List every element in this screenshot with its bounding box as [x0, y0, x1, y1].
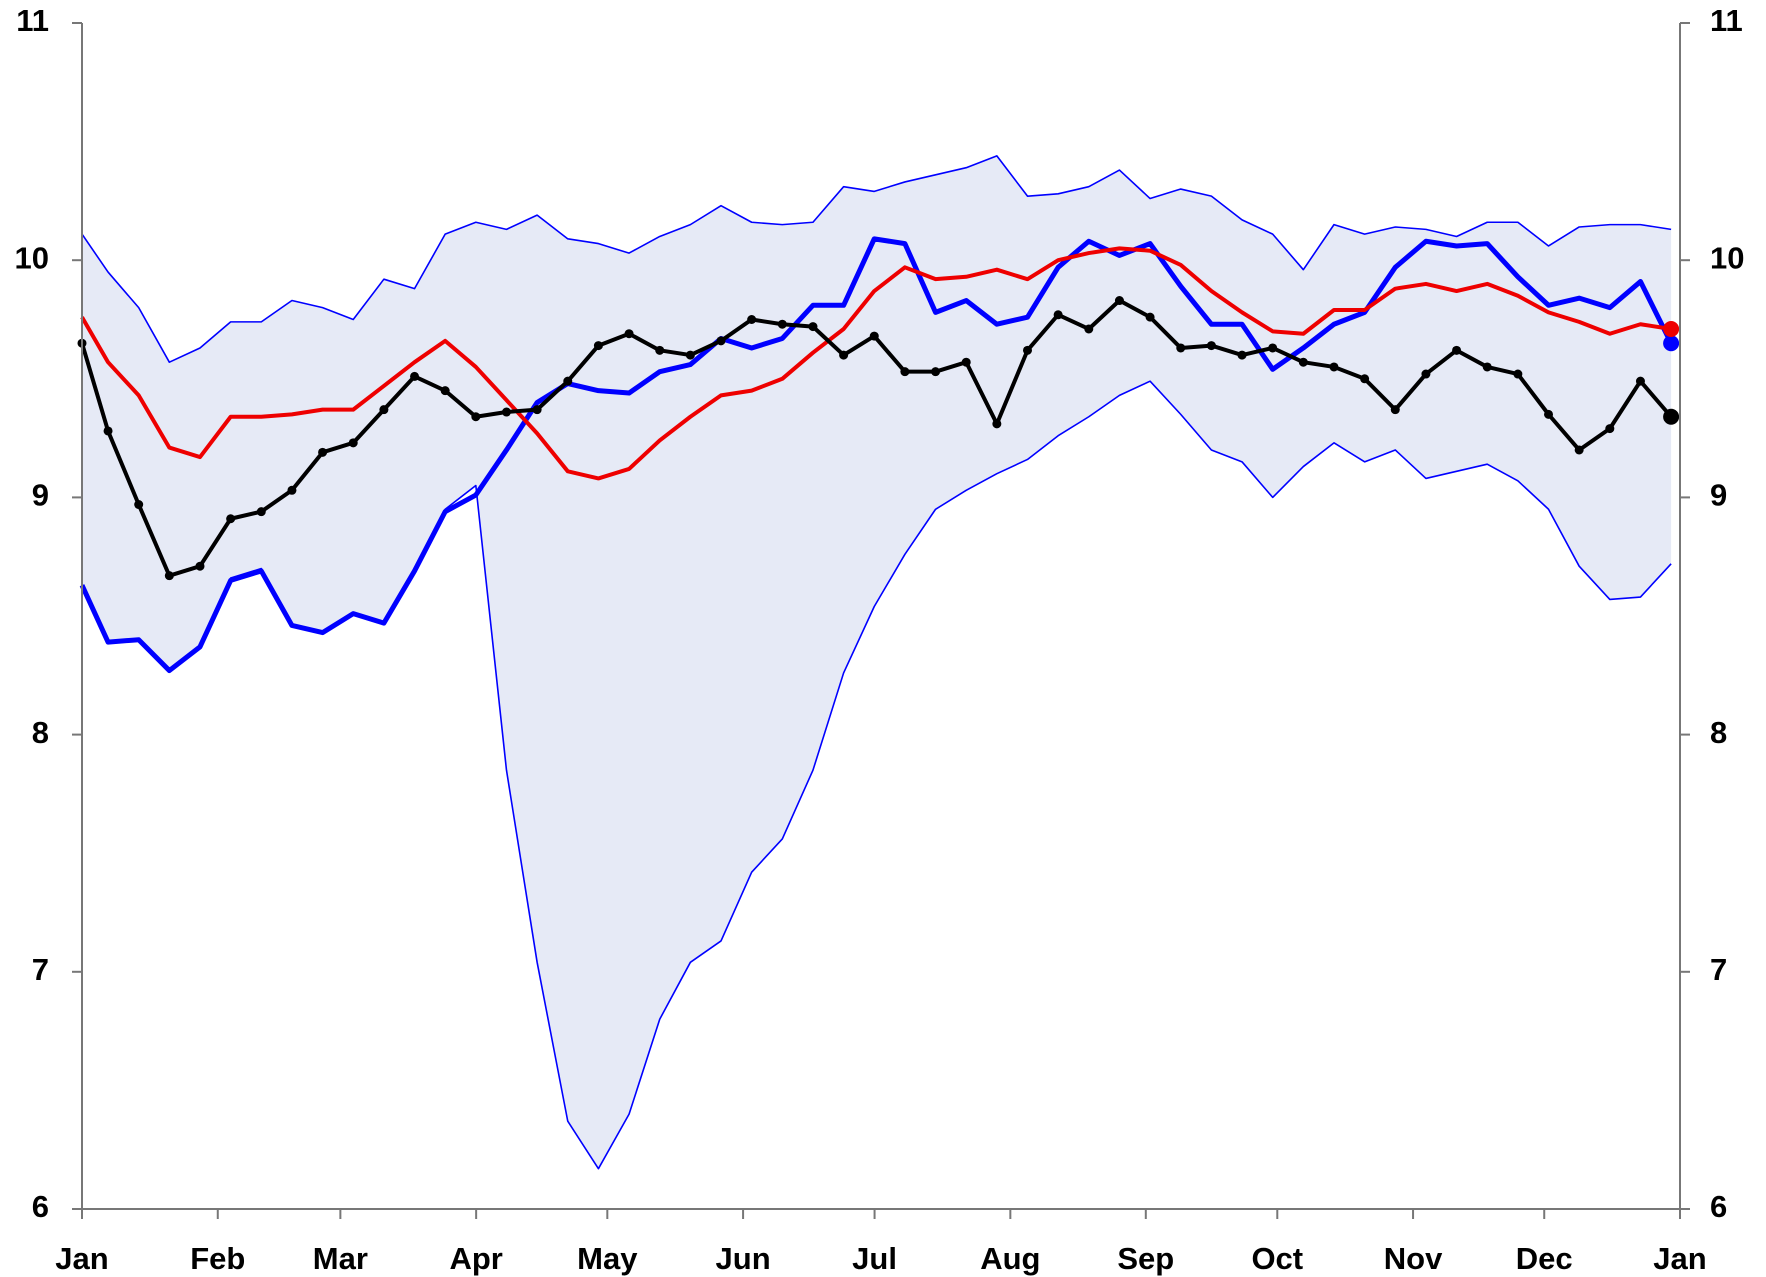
data-point — [777, 319, 787, 329]
y2-tick-label: 9 — [1710, 478, 1727, 513]
data-point — [1022, 345, 1032, 355]
data-point — [440, 386, 450, 396]
data-point — [1237, 350, 1247, 360]
data-point — [195, 561, 205, 571]
data-point — [1421, 369, 1431, 379]
data-point — [1329, 362, 1339, 372]
data-point — [808, 322, 818, 332]
y2-tick-label: 7 — [1710, 952, 1727, 987]
data-point — [1605, 424, 1615, 434]
data-point — [318, 447, 328, 457]
data-point — [685, 350, 695, 360]
y-tick-label: 10 — [15, 240, 49, 275]
data-point — [410, 371, 420, 381]
data-point — [532, 405, 542, 415]
data-point — [1635, 376, 1645, 386]
data-point — [931, 367, 941, 377]
data-point — [1390, 405, 1400, 415]
data-point — [961, 357, 971, 367]
data-point — [379, 405, 389, 415]
data-point — [1298, 357, 1308, 367]
x-tick-label: Mar — [313, 1241, 368, 1276]
y-tick-label: 8 — [32, 715, 49, 750]
x-tick-label: Jan — [1653, 1241, 1706, 1276]
data-point — [1544, 409, 1554, 419]
data-point — [1360, 374, 1370, 384]
data-point — [1114, 296, 1124, 306]
data-point — [992, 419, 1002, 429]
y2-tick-label: 6 — [1710, 1189, 1727, 1224]
x-tick-label: Jun — [716, 1241, 771, 1276]
data-point — [624, 329, 634, 339]
data-point — [1206, 341, 1216, 351]
data-point — [593, 341, 603, 351]
data-point — [1574, 445, 1584, 455]
end-point — [1663, 335, 1680, 352]
y-tick-label: 6 — [32, 1189, 49, 1224]
x-tick-label: Dec — [1516, 1241, 1573, 1276]
x-tick-label: Oct — [1251, 1241, 1303, 1276]
x-tick-label: Nov — [1384, 1241, 1443, 1276]
data-point — [164, 571, 174, 581]
data-point — [348, 438, 358, 448]
data-point — [1482, 362, 1492, 372]
x-tick-label: Apr — [449, 1241, 502, 1276]
data-point — [226, 514, 236, 524]
y-tick-label: 9 — [32, 478, 49, 513]
data-point — [747, 315, 757, 324]
data-point — [1084, 324, 1094, 334]
data-point — [287, 485, 297, 495]
band-upper — [81, 155, 1672, 363]
data-point — [839, 350, 849, 360]
data-point — [655, 345, 665, 355]
y-tick-label: 11 — [16, 3, 49, 38]
y2-tick-label: 11 — [1710, 3, 1743, 38]
data-point — [1053, 310, 1063, 320]
data-point — [716, 336, 726, 346]
data-point — [1452, 345, 1462, 355]
x-tick-label: Sep — [1117, 1241, 1174, 1276]
end-point — [1663, 320, 1680, 337]
x-tick-label: May — [577, 1241, 638, 1276]
y-tick-label: 7 — [32, 952, 49, 987]
data-point — [869, 331, 879, 341]
series-line — [80, 246, 1672, 481]
data-point — [471, 412, 481, 422]
y2-tick-label: 8 — [1710, 715, 1727, 750]
data-point — [563, 376, 573, 386]
x-tick-label: Feb — [190, 1241, 245, 1276]
y2-tick-label: 10 — [1710, 240, 1744, 275]
data-point — [501, 407, 511, 417]
data-point — [900, 367, 910, 377]
data-point — [1176, 343, 1186, 353]
data-point — [1513, 369, 1523, 379]
data-point — [134, 500, 144, 510]
x-tick-label: Jan — [55, 1241, 108, 1276]
data-point — [256, 507, 266, 517]
series-line — [79, 236, 1674, 674]
x-tick-label: Jul — [852, 1241, 897, 1276]
data-point — [103, 426, 113, 436]
data-point — [1268, 343, 1278, 353]
end-point — [1663, 408, 1680, 425]
range-band — [82, 155, 1672, 1169]
data-point — [1145, 312, 1155, 322]
x-tick-label: Aug — [980, 1241, 1040, 1276]
